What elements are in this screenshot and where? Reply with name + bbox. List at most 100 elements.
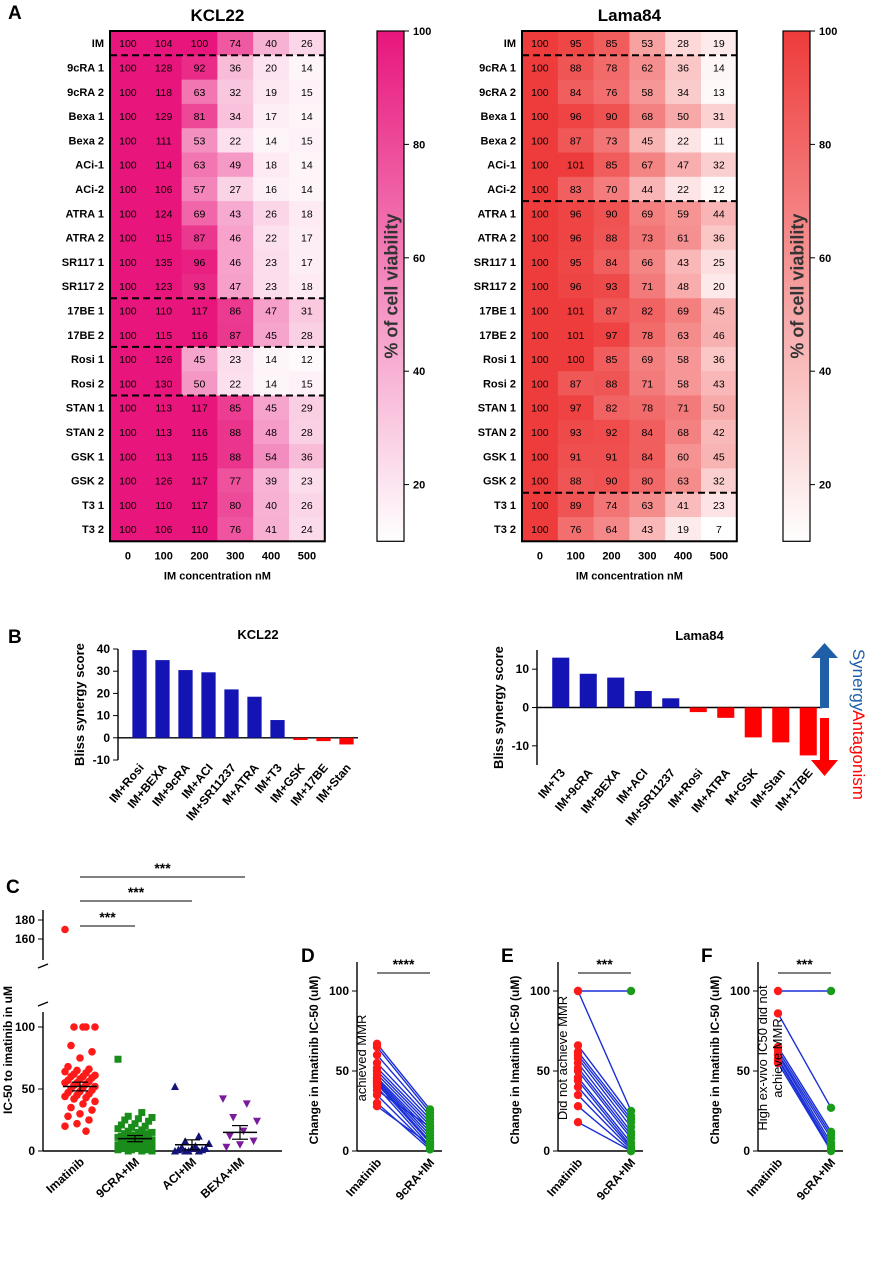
heatmap-cell [181, 419, 218, 445]
heatmap-cell [629, 79, 666, 105]
cell-value: 26 [301, 500, 313, 512]
data-point [181, 1137, 190, 1145]
imatinib-point [372, 1050, 382, 1060]
panel_f: 0 50 100 Change in Imatinib IC-50 (uM) *** Hi… [708, 956, 843, 1203]
pair-line [376, 1054, 431, 1117]
cell-value: 88 [229, 451, 241, 463]
cell-value: 29 [301, 403, 313, 415]
heatmap-cell [181, 31, 218, 56]
heatmap-cell [629, 419, 666, 445]
heatmap-cell [557, 492, 594, 518]
data-point [88, 1048, 96, 1056]
heatmap-cell [217, 225, 254, 251]
data-point [181, 1147, 190, 1155]
colorbar-tick-label: 40 [819, 366, 831, 378]
pair-line [777, 1059, 832, 1150]
cell-value: 15 [301, 378, 313, 390]
cell-value: 130 [155, 378, 173, 390]
x-tick-label: 400 [674, 550, 692, 562]
cell-value: 44 [641, 184, 653, 196]
x-tick-label: Imatinib [544, 1156, 585, 1200]
cell-value: 11 [713, 135, 724, 147]
significance-stars: *** [128, 884, 145, 900]
pair-line [577, 1076, 632, 1144]
panel_c_scatter: 0 50 100 160 180 IC-50 to imatinib in uM Imati… [1, 860, 282, 1201]
cell-value: 100 [531, 87, 549, 99]
heatmap-cell [593, 249, 630, 275]
cell-value: 113 [155, 451, 172, 463]
y-tick-label: 50 [22, 1082, 36, 1096]
heatmap-cell [181, 103, 218, 129]
cell-value: 100 [119, 62, 137, 74]
cell-value: 27 [229, 184, 241, 196]
heatmap-cell [665, 31, 702, 56]
heatmap-cell [629, 298, 666, 323]
cell-value: 60 [677, 451, 689, 463]
heatmap-cell [522, 371, 559, 396]
heatmap-cell [593, 274, 630, 299]
heatmap-frame [521, 30, 738, 543]
cell-value: 135 [155, 257, 173, 269]
x-tick-label: 9cRA+IM [594, 1156, 639, 1203]
pair-line [376, 1043, 431, 1110]
bar [178, 670, 193, 738]
bar [744, 707, 762, 738]
cell-value: 74 [229, 38, 241, 50]
cell-value: 69 [641, 354, 653, 366]
heatmap-cell [289, 298, 326, 323]
cell-value: 23 [265, 257, 277, 269]
pair-line [577, 990, 632, 1112]
panel-label-C: C [6, 877, 20, 898]
data-point [121, 1116, 129, 1124]
bar [247, 696, 262, 738]
panel-label-D: D [301, 946, 315, 967]
cell-value: 117 [191, 476, 208, 488]
cell-value: 28 [677, 38, 689, 50]
heatmap-cell [701, 517, 738, 542]
heatmap-cell [110, 249, 147, 275]
cell-value: 84 [641, 451, 653, 463]
heatmap-cell [289, 395, 326, 421]
cell-value: 100 [531, 160, 549, 172]
x-tick-label: 0 [537, 550, 543, 562]
heatmap-cell [253, 225, 290, 251]
row-label: Bexa 2 [481, 135, 516, 147]
y-tick-label: -10 [512, 739, 530, 753]
y-tick-label: 100 [329, 984, 349, 998]
heatmap-cell [522, 201, 559, 226]
pair-line [577, 1062, 632, 1133]
cell-value: 53 [641, 38, 653, 50]
heatmap-cell [145, 274, 182, 299]
heatmap-cell [522, 128, 559, 153]
cell-value: 63 [677, 476, 689, 488]
cell-value: 117 [191, 500, 208, 512]
heatmap-cell [665, 322, 702, 348]
row-label: IM [504, 38, 516, 50]
pair-line [777, 1062, 832, 1152]
heatmap-cell [110, 103, 147, 129]
cell-value: 47 [229, 281, 241, 293]
data-point [88, 1106, 96, 1114]
cell-value: 15 [301, 87, 313, 99]
lama84_heatmap: Lama84 IM 100 95 85 53 28 19 9cRA 1 100 88 78 62 36 14… [474, 6, 838, 582]
heatmap-cell [253, 152, 290, 178]
heatmap-cell [665, 517, 702, 542]
heatmap-cell [289, 371, 326, 396]
data-point [67, 1103, 75, 1112]
heatmap-cell [593, 176, 630, 202]
heatmap-cell [181, 517, 218, 542]
cell-value: 40 [265, 38, 277, 50]
heatmap-cell [593, 492, 630, 518]
heatmap-cell [593, 201, 630, 226]
cell-value: 128 [155, 62, 173, 74]
heatmap-cell [289, 274, 326, 299]
imatinib-point [573, 1076, 583, 1085]
data-point [194, 1132, 203, 1140]
cell-value: 100 [119, 208, 137, 220]
cell-value: 92 [194, 62, 206, 74]
heatmap-cell [593, 128, 630, 153]
pair-line [777, 1054, 832, 1144]
data-point [138, 1147, 146, 1155]
heatmap-cell [629, 322, 666, 348]
